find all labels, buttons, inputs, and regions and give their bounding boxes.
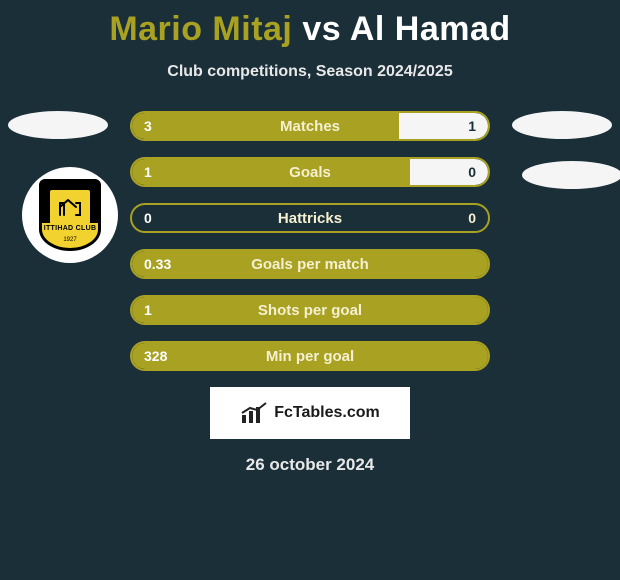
bar-row: Hattricks0 0 (130, 203, 490, 233)
club-shield-text: ITTIHAD CLUB (42, 225, 98, 232)
decor-ellipse-right-1 (512, 111, 612, 139)
bar-row: Shots per goal1 (130, 295, 490, 325)
bar-value-left: 3 (144, 113, 152, 139)
club-badge-left: ITTIHAD CLUB 1927 (22, 167, 118, 263)
bar-label: Goals per match (132, 251, 488, 277)
bar-label: Matches (132, 113, 488, 139)
bar-value-right: 0 (468, 159, 476, 185)
bar-value-right: 0 (468, 205, 476, 231)
decor-ellipse-right-2 (522, 161, 620, 189)
bar-value-left: 0 (144, 205, 152, 231)
bar-label: Min per goal (132, 343, 488, 369)
bar-row: Goals1 0 (130, 157, 490, 187)
bar-value-right: 1 (468, 113, 476, 139)
bar-value-left: 328 (144, 343, 167, 369)
club-shield-icon (50, 190, 90, 224)
chart-icon (240, 401, 268, 425)
bar-row: Goals per match0.33 (130, 249, 490, 279)
bar-label: Shots per goal (132, 297, 488, 323)
bar-value-left: 0.33 (144, 251, 171, 277)
title-player1: Mario Mitaj (109, 10, 292, 48)
chart-area: ITTIHAD CLUB 1927 Matches31Goals10Hattri… (0, 111, 620, 371)
footer-brand-text: FcTables.com (274, 404, 380, 422)
title-vs: vs (302, 10, 341, 48)
bar-row: Matches3 1 (130, 111, 490, 141)
footer-brand-badge: FcTables.com (210, 387, 410, 439)
subtitle: Club competitions, Season 2024/2025 (0, 63, 620, 81)
comparison-bars: Matches31Goals10Hattricks00Goals per mat… (130, 111, 490, 371)
bar-value-left: 1 (144, 159, 152, 185)
decor-ellipse-left (8, 111, 108, 139)
club-shield: ITTIHAD CLUB 1927 (39, 179, 101, 251)
bar-label: Hattricks (132, 205, 488, 231)
club-shield-year: 1927 (42, 237, 98, 243)
page-title: Mario Mitaj vs Al Hamad (0, 0, 620, 49)
bar-value-left: 1 (144, 297, 152, 323)
bar-label: Goals (132, 159, 488, 185)
bar-row: Min per goal328 (130, 341, 490, 371)
date-text: 26 october 2024 (0, 455, 620, 475)
title-player2: Al Hamad (350, 10, 511, 48)
